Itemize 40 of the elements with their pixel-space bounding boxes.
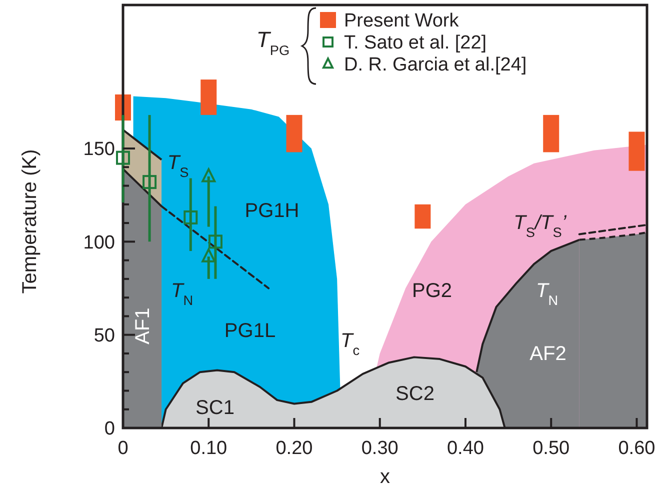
bar (200, 80, 217, 115)
point (202, 248, 216, 262)
legend-label: T. Sato et al. [22] (344, 32, 487, 54)
x-tick-label: 0.10 (190, 438, 228, 459)
annotation: AF2 (530, 343, 566, 365)
annotation: T$_{N}$ (536, 280, 558, 308)
x-tick-label: 0.30 (361, 438, 398, 459)
x-tick-label: 0.60 (618, 438, 656, 459)
annotation: T$_{c}$ (340, 330, 360, 358)
x-tick-label: 0.50 (532, 438, 570, 459)
bar (414, 204, 431, 229)
annotation: SC1 (196, 397, 234, 419)
point (208, 234, 222, 249)
legend-label: D. R. Garcia et al.[24] (344, 54, 527, 76)
annotation: T$_{S}$/T$_{S}$’ (514, 212, 567, 240)
legend-title: T$_{PG}$ (256, 27, 290, 58)
x-tick-label: 0.40 (446, 438, 484, 459)
point (184, 210, 198, 224)
bar (286, 114, 302, 152)
legend-label: Present Work (344, 10, 460, 32)
annotation: PG1L (224, 320, 276, 342)
y-axis-title: Temperature (K) (19, 149, 41, 294)
x-tick-label: 0 (118, 438, 128, 459)
point (116, 150, 130, 165)
point (202, 168, 216, 182)
annotation: T$_{N}$ (170, 280, 194, 308)
annotation: PG2 (412, 280, 452, 302)
y-tick-label: 50 (94, 325, 115, 346)
point (142, 175, 157, 190)
annotation: AF1 (132, 308, 154, 344)
y-tick-label: 0 (104, 418, 115, 440)
bar (628, 132, 645, 171)
bar (543, 114, 560, 152)
x-tick-label: 0.20 (276, 438, 313, 459)
annotation: T$_{S}$ (167, 152, 189, 180)
y-tick-label: 100 (83, 232, 115, 254)
x-axis-title: x (380, 466, 390, 488)
annotation: PG1H (244, 200, 300, 222)
y-tick-label: 150 (83, 139, 115, 160)
annotation: SC2 (396, 383, 434, 405)
